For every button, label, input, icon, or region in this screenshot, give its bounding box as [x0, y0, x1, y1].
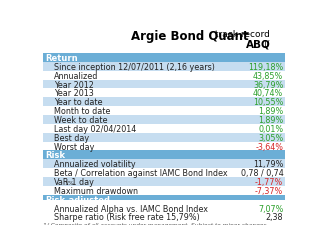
Text: Risk: Risk	[45, 151, 65, 160]
Text: 1 day: 1 day	[69, 177, 94, 186]
Text: 36,79%: 36,79%	[253, 80, 283, 89]
Bar	[43, 124, 285, 133]
Text: 2,38: 2,38	[266, 212, 283, 221]
Bar	[43, 72, 285, 80]
Bar	[43, 204, 285, 213]
Bar	[43, 186, 285, 195]
Text: 1/: 1/	[262, 39, 270, 48]
Bar	[43, 89, 285, 98]
Text: 10,55%: 10,55%	[253, 98, 283, 107]
Text: ABQ: ABQ	[246, 39, 271, 49]
Text: 1%: 1%	[64, 180, 74, 185]
Text: track record: track record	[212, 30, 270, 39]
Text: -1,77%: -1,77%	[255, 177, 283, 186]
Bar	[43, 151, 285, 160]
Bar	[43, 98, 285, 107]
Text: Beta / Correlation against IAMC Bond Index: Beta / Correlation against IAMC Bond Ind…	[54, 168, 228, 177]
Text: Worst day: Worst day	[54, 142, 94, 151]
Text: Best day: Best day	[54, 133, 89, 142]
Text: 11,79%: 11,79%	[253, 160, 283, 169]
Text: 1/ Composite of all accounts under management. Subject to minor changes.: 1/ Composite of all accounts under manag…	[43, 223, 268, 225]
Text: Year 2013: Year 2013	[54, 89, 94, 98]
Bar	[43, 160, 285, 169]
Bar	[43, 54, 285, 63]
Bar	[43, 80, 285, 89]
Bar	[43, 116, 285, 124]
Bar	[43, 107, 285, 116]
Text: 1,89%: 1,89%	[258, 107, 283, 116]
Text: 43,85%: 43,85%	[253, 71, 283, 80]
Text: Year 2012: Year 2012	[54, 80, 94, 89]
Text: 7,07%: 7,07%	[258, 204, 283, 213]
Text: Risk-adjusted: Risk-adjusted	[45, 195, 110, 204]
Bar	[43, 133, 285, 142]
Bar	[43, 195, 285, 204]
Text: Month to date: Month to date	[54, 107, 110, 116]
Text: 119,18%: 119,18%	[248, 63, 283, 72]
Bar	[43, 169, 285, 177]
Text: 3,05%: 3,05%	[258, 133, 283, 142]
Text: -7,37%: -7,37%	[255, 186, 283, 195]
Text: Sharpe ratio (Risk free rate 15,79%): Sharpe ratio (Risk free rate 15,79%)	[54, 212, 200, 221]
Text: Return: Return	[45, 54, 78, 63]
Text: 0,01%: 0,01%	[258, 124, 283, 133]
Text: Annualized: Annualized	[54, 71, 98, 80]
Text: Last day 02/04/2014: Last day 02/04/2014	[54, 124, 136, 133]
Text: VaR: VaR	[54, 177, 69, 186]
Text: Argie Bond Quant: Argie Bond Quant	[132, 30, 249, 43]
Bar	[43, 177, 285, 186]
Text: Annualized volatility: Annualized volatility	[54, 160, 136, 169]
Bar	[43, 142, 285, 151]
Text: Week to date: Week to date	[54, 115, 108, 124]
Text: Since inception 12/07/2011 (2,16 years): Since inception 12/07/2011 (2,16 years)	[54, 63, 215, 72]
Text: Maximum drawdown: Maximum drawdown	[54, 186, 138, 195]
Text: 1,89%: 1,89%	[258, 115, 283, 124]
Bar	[43, 213, 285, 221]
Bar	[43, 63, 285, 72]
Text: -3,64%: -3,64%	[255, 142, 283, 151]
Text: 40,74%: 40,74%	[253, 89, 283, 98]
Text: Annualized Alpha vs. IAMC Bond Index: Annualized Alpha vs. IAMC Bond Index	[54, 204, 208, 213]
Text: Year to date: Year to date	[54, 98, 102, 107]
Text: 0,78 / 0,74: 0,78 / 0,74	[241, 168, 283, 177]
